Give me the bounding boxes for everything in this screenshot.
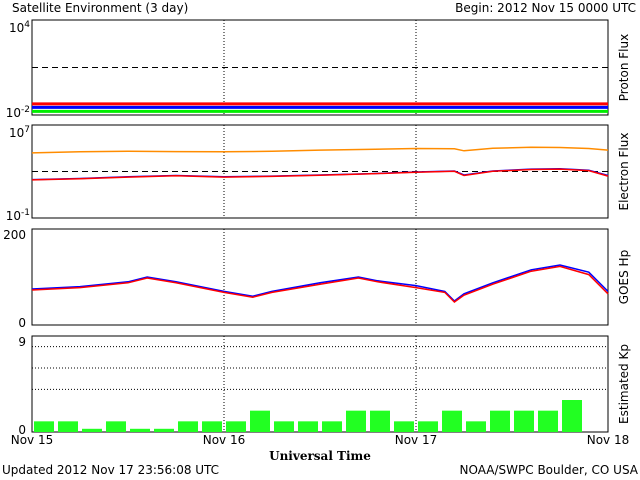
kp-bar xyxy=(154,428,174,432)
goes-hp-red-series xyxy=(31,265,609,303)
proton-flux-axis-label: Proton Flux xyxy=(617,34,631,101)
kp-bar xyxy=(298,421,318,432)
kp-bar xyxy=(250,410,270,432)
proton-flux-panel: 104 10-2 Proton Flux xyxy=(6,19,631,120)
kp-bar xyxy=(82,428,102,432)
estimated-kp-frame xyxy=(31,335,609,433)
kp-bar xyxy=(58,421,78,432)
x-axis-label: Universal Time xyxy=(269,449,371,463)
goes-hp-blue-series xyxy=(31,264,609,302)
kp-bar xyxy=(538,410,558,432)
electron-flux-orange-series xyxy=(31,146,609,154)
kp-bar xyxy=(418,421,438,432)
x-tick-label-nov-18: Nov 18 xyxy=(587,433,630,447)
x-tick-label-nov-16: Nov 16 xyxy=(203,433,246,447)
x-tick-label-nov-15: Nov 15 xyxy=(11,433,54,447)
credit-label: NOAA/SWPC Boulder, CO USA xyxy=(460,463,639,477)
begin-time: Begin: 2012 Nov 15 0000 UTC xyxy=(455,1,636,15)
x-tick-label-nov-17: Nov 17 xyxy=(395,433,438,447)
electron-flux-ytick-min: 10-1 xyxy=(6,208,30,223)
kp-bar xyxy=(394,421,414,432)
kp-bar xyxy=(514,410,534,432)
kp-bar xyxy=(34,421,54,432)
kp-bar xyxy=(466,421,486,432)
chart-title: Satellite Environment (3 day) xyxy=(12,1,188,15)
goes-hp-ytick-max: 200 xyxy=(3,228,26,242)
kp-bar xyxy=(322,421,342,432)
kp-bar xyxy=(370,410,390,432)
kp-bar xyxy=(226,421,246,432)
goes-hp-ytick-min: 0 xyxy=(18,316,26,330)
panels: 104 10-2 Proton Flux 107 10-1 Electron Flux 20… xyxy=(3,19,631,437)
estimated-kp-axis-label: Estimated Kp xyxy=(617,344,631,424)
estimated-kp-ytick-max: 9 xyxy=(18,335,26,349)
goes-hp-frame xyxy=(31,228,609,326)
kp-bar xyxy=(130,428,150,432)
updated-timestamp: Updated 2012 Nov 17 23:56:08 UTC xyxy=(2,463,219,477)
kp-bar xyxy=(202,421,222,432)
kp-bar xyxy=(346,410,366,432)
proton-flux-ytick-max: 104 xyxy=(9,20,30,35)
goes-hp-axis-label: GOES Hp xyxy=(617,250,631,304)
kp-bar xyxy=(490,410,510,432)
kp-bar xyxy=(106,421,126,432)
kp-bar xyxy=(178,421,198,432)
electron-flux-panel: 107 10-1 Electron Flux xyxy=(6,124,631,223)
electron-flux-ytick-max: 107 xyxy=(9,125,30,140)
kp-bar xyxy=(562,400,582,432)
kp-bar xyxy=(442,410,462,432)
electron-flux-axis-label: Electron Flux xyxy=(617,133,631,211)
estimated-kp-panel: 9 0 Estimated Kp xyxy=(18,335,631,437)
electron-flux-frame xyxy=(31,124,609,219)
proton-flux-frame xyxy=(31,19,609,116)
estimated-kp-ytick-min: 0 xyxy=(18,423,26,437)
goes-hp-panel: 200 0 GOES Hp xyxy=(3,228,631,330)
electron-flux-red-series xyxy=(31,168,609,181)
proton-flux-ytick-min: 10-2 xyxy=(6,105,30,120)
kp-bar xyxy=(274,421,294,432)
